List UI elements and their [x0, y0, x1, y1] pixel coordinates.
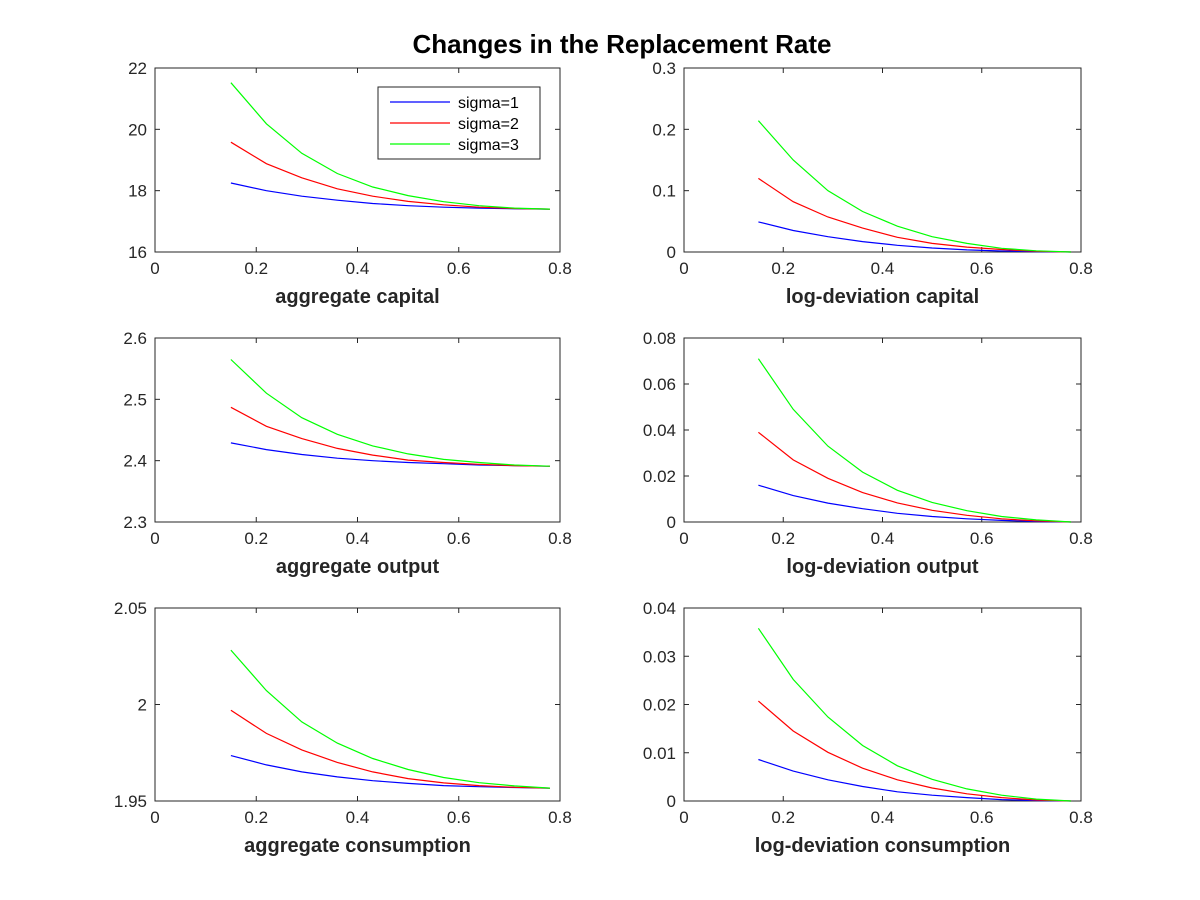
series-line-sigma-2: [758, 700, 1072, 802]
x-tick-label: 0.2: [771, 259, 795, 278]
x-axis-label: log-deviation output: [786, 556, 979, 578]
axes-box: [683, 337, 1082, 523]
x-axis-label: aggregate capital: [275, 286, 440, 308]
x-axis-label: log-deviation capital: [786, 286, 979, 308]
y-tick-label: 0.06: [643, 375, 676, 394]
x-tick-label: 0: [150, 529, 159, 548]
x-tick-label: 0.6: [970, 529, 994, 548]
series-line-sigma-2: [758, 431, 1072, 523]
subplot-6: 0 0.2 0.4 0.6 0.8 0 0.01 0.02 0.03 0.04 log-deviat…: [643, 599, 1093, 857]
x-tick-label: 0.4: [346, 808, 370, 827]
x-tick-label: 0.8: [548, 808, 572, 827]
y-tick-label: 2.3: [123, 513, 147, 532]
legend-entry-sigma-3: sigma=3: [458, 137, 519, 154]
y-tick-label: 0.01: [643, 744, 676, 763]
x-tick-label: 0.6: [970, 259, 994, 278]
x-tick-label: 0.6: [447, 529, 471, 548]
x-tick-label: 0.8: [1069, 529, 1093, 548]
y-tick-label: 0.08: [643, 329, 676, 348]
y-tick-label: 0.2: [652, 120, 676, 139]
x-tick-label: 0: [679, 529, 688, 548]
y-tick-label: 2.5: [123, 390, 147, 409]
y-tick-label: 22: [128, 59, 147, 78]
x-tick-label: 0.4: [346, 259, 370, 278]
x-tick-label: 0.4: [871, 808, 895, 827]
series-line-sigma-3: [757, 627, 1072, 802]
x-tick-label: 0.8: [1069, 808, 1093, 827]
x-tick-label: 0: [150, 259, 159, 278]
x-axis-label: log-deviation consumption: [755, 835, 1011, 857]
figure-title: Changes in the Replacement Rate: [413, 29, 832, 59]
legend-entry-sigma-1: sigma=1: [458, 95, 519, 112]
x-tick-label: 0: [679, 259, 688, 278]
y-tick-label: 2.05: [114, 599, 147, 618]
axes-box: [154, 607, 561, 802]
series-line-sigma-1: [230, 755, 550, 789]
y-tick-label: 0.02: [643, 467, 676, 486]
y-tick-label: 20: [128, 120, 147, 139]
x-tick-label: 0.8: [1069, 259, 1093, 278]
x-tick-label: 0.6: [447, 259, 471, 278]
y-tick-label: 0.3: [652, 59, 676, 78]
axes-box: [683, 67, 1082, 253]
y-tick-label: 0.04: [643, 421, 676, 440]
x-tick-label: 0.6: [447, 808, 471, 827]
x-tick-label: 0.2: [771, 808, 795, 827]
legend-entry-sigma-2: sigma=2: [458, 116, 519, 133]
series-line-sigma-2: [230, 709, 550, 789]
series-line-sigma-3: [757, 358, 1072, 523]
axes-box: [154, 337, 561, 523]
subplot-3: 0 0.2 0.4 0.6 0.8 2.3 2.4 2.5 2.6 aggregate outpu…: [123, 329, 571, 578]
y-tick-label: 0: [667, 513, 676, 532]
y-tick-label: 0.04: [643, 599, 676, 618]
y-tick-label: 2: [138, 696, 147, 715]
x-tick-label: 0.6: [970, 808, 994, 827]
y-tick-label: 18: [128, 182, 147, 201]
x-tick-label: 0.4: [871, 529, 895, 548]
y-tick-label: 0: [667, 792, 676, 811]
x-tick-label: 0.4: [871, 259, 895, 278]
series-line-sigma-3: [230, 82, 550, 210]
x-tick-label: 0.8: [548, 259, 572, 278]
series-line-sigma-3: [230, 649, 550, 789]
y-tick-label: 0: [667, 243, 676, 262]
subplot-2: 0 0.2 0.4 0.6 0.8 0 0.1 0.2 0.3 log-deviation cap…: [652, 59, 1092, 308]
x-tick-label: 0.2: [244, 808, 268, 827]
subplot-1: 0 0.2 0.4 0.6 0.8 16 18 20 22 aggregate capital si…: [128, 59, 572, 308]
x-tick-label: 0.8: [548, 529, 572, 548]
x-tick-label: 0: [679, 808, 688, 827]
y-tick-label: 2.6: [123, 329, 147, 348]
series-line-sigma-3: [757, 120, 1072, 253]
y-tick-label: 0.1: [652, 182, 676, 201]
y-tick-label: 16: [128, 243, 147, 262]
x-tick-label: 0.2: [244, 529, 268, 548]
series-line-sigma-2: [758, 177, 1072, 253]
y-tick-label: 0.02: [643, 696, 676, 715]
x-tick-label: 0.2: [244, 259, 268, 278]
axes-box: [683, 607, 1082, 802]
series-line-sigma-1: [758, 221, 1072, 253]
series-line-sigma-1: [758, 484, 1072, 523]
x-axis-label: aggregate output: [276, 556, 440, 578]
series-line-sigma-3: [230, 359, 550, 467]
x-tick-label: 0: [150, 808, 159, 827]
subplot-4: 0 0.2 0.4 0.6 0.8 0 0.02 0.04 0.06 0.08 log-deviat…: [643, 329, 1093, 578]
x-axis-label: aggregate consumption: [244, 835, 471, 857]
x-tick-label: 0.4: [346, 529, 370, 548]
series-line-sigma-2: [230, 141, 550, 210]
x-tick-label: 0.2: [771, 529, 795, 548]
y-tick-label: 1.95: [114, 792, 147, 811]
series-line-sigma-1: [758, 758, 1072, 802]
subplot-5: 0 0.2 0.4 0.6 0.8 1.95 2 2.05 aggregate consumpt…: [114, 599, 572, 857]
y-tick-label: 0.03: [643, 647, 676, 666]
legend: sigma=1 sigma=2 sigma=3: [377, 86, 541, 160]
y-tick-label: 2.4: [123, 452, 147, 471]
series-line-sigma-2: [230, 406, 550, 467]
